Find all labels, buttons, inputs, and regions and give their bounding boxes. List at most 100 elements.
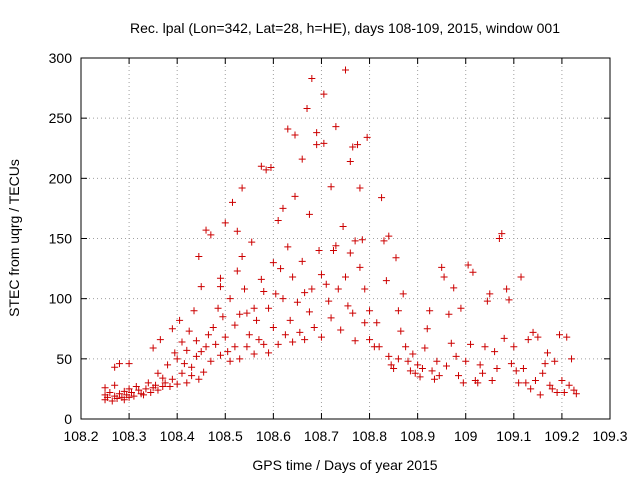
data-point: [267, 164, 275, 172]
data-point: [250, 304, 258, 312]
data-point: [279, 204, 287, 212]
data-point: [195, 253, 203, 261]
data-point: [202, 226, 210, 234]
data-point: [527, 385, 535, 393]
data-point: [236, 355, 244, 363]
data-point: [152, 381, 160, 389]
data-point: [231, 343, 239, 351]
data-point: [325, 297, 333, 305]
data-point: [125, 360, 133, 368]
data-point: [493, 364, 501, 372]
data-point: [101, 384, 109, 392]
data-point: [274, 340, 282, 348]
data-point: [358, 236, 366, 244]
data-point: [349, 309, 357, 317]
data-point: [536, 391, 544, 399]
data-point: [507, 360, 515, 368]
y-tick-label: 200: [49, 170, 73, 186]
data-point: [284, 125, 292, 133]
data-point: [344, 302, 352, 310]
data-point: [245, 331, 253, 339]
data-point: [421, 344, 429, 352]
data-point: [529, 328, 537, 336]
data-point: [142, 385, 150, 393]
data-point: [568, 355, 576, 363]
data-point: [541, 360, 549, 368]
data-point: [197, 283, 205, 291]
data-point: [305, 308, 313, 316]
data-point: [469, 268, 477, 276]
data-point: [315, 247, 323, 255]
x-tick-label: 109.3: [592, 428, 627, 444]
data-point: [366, 307, 374, 315]
data-point: [462, 357, 470, 365]
data-point: [332, 123, 340, 131]
data-point: [291, 192, 299, 200]
y-tick-label: 100: [49, 291, 73, 307]
data-point: [435, 372, 443, 380]
data-point: [257, 162, 265, 170]
data-point: [253, 316, 261, 324]
data-point: [125, 393, 133, 401]
data-point: [459, 379, 467, 387]
data-point: [320, 90, 328, 98]
data-point: [433, 357, 441, 365]
data-point: [317, 271, 325, 279]
data-point: [168, 375, 176, 383]
data-point: [161, 379, 169, 387]
data-point: [173, 355, 181, 363]
data-point: [450, 284, 458, 292]
grid: [81, 58, 610, 419]
data-point: [543, 349, 551, 357]
data-point: [551, 357, 559, 365]
data-point: [192, 337, 200, 345]
data-point: [115, 390, 123, 398]
data-point: [212, 340, 220, 348]
data-point: [221, 219, 229, 227]
data-point: [402, 343, 410, 351]
data-point: [224, 348, 232, 356]
data-point: [565, 381, 573, 389]
data-point: [464, 261, 472, 269]
data-point: [106, 389, 114, 397]
data-point: [231, 321, 239, 329]
data-point: [301, 289, 309, 297]
x-tick-label: 108.5: [208, 428, 243, 444]
x-tick-label: 108.7: [304, 428, 339, 444]
data-point: [375, 343, 383, 351]
x-tick-label: 109: [454, 428, 478, 444]
data-point: [361, 319, 369, 327]
data-point: [115, 360, 123, 368]
data-point: [238, 253, 246, 261]
x-axis-label: GPS time / Days of year 2015: [252, 457, 437, 473]
data-point: [265, 349, 273, 357]
data-point: [279, 295, 287, 303]
data-point: [195, 375, 203, 383]
data-point: [346, 249, 354, 257]
data-point: [327, 183, 335, 191]
data-point: [426, 307, 434, 315]
data-point: [207, 231, 215, 239]
data-point: [260, 340, 268, 348]
data-point: [390, 364, 398, 372]
data-point: [159, 374, 167, 382]
data-point: [216, 283, 224, 291]
y-tick-label: 150: [49, 231, 73, 247]
data-point: [455, 372, 463, 380]
data-point: [108, 397, 116, 405]
data-point: [192, 352, 200, 360]
data-point: [149, 344, 157, 352]
data-point: [180, 360, 188, 368]
data-point: [190, 307, 198, 315]
x-tick-label: 108.9: [400, 428, 435, 444]
data-point: [228, 198, 236, 206]
data-point: [216, 351, 224, 359]
data-point: [303, 105, 311, 113]
x-tick-label: 108.8: [352, 428, 387, 444]
data-point: [373, 319, 381, 327]
data-point: [313, 129, 321, 137]
data-point: [356, 184, 364, 192]
y-tick-label: 250: [49, 110, 73, 126]
data-point: [103, 393, 111, 401]
data-point: [474, 379, 482, 387]
